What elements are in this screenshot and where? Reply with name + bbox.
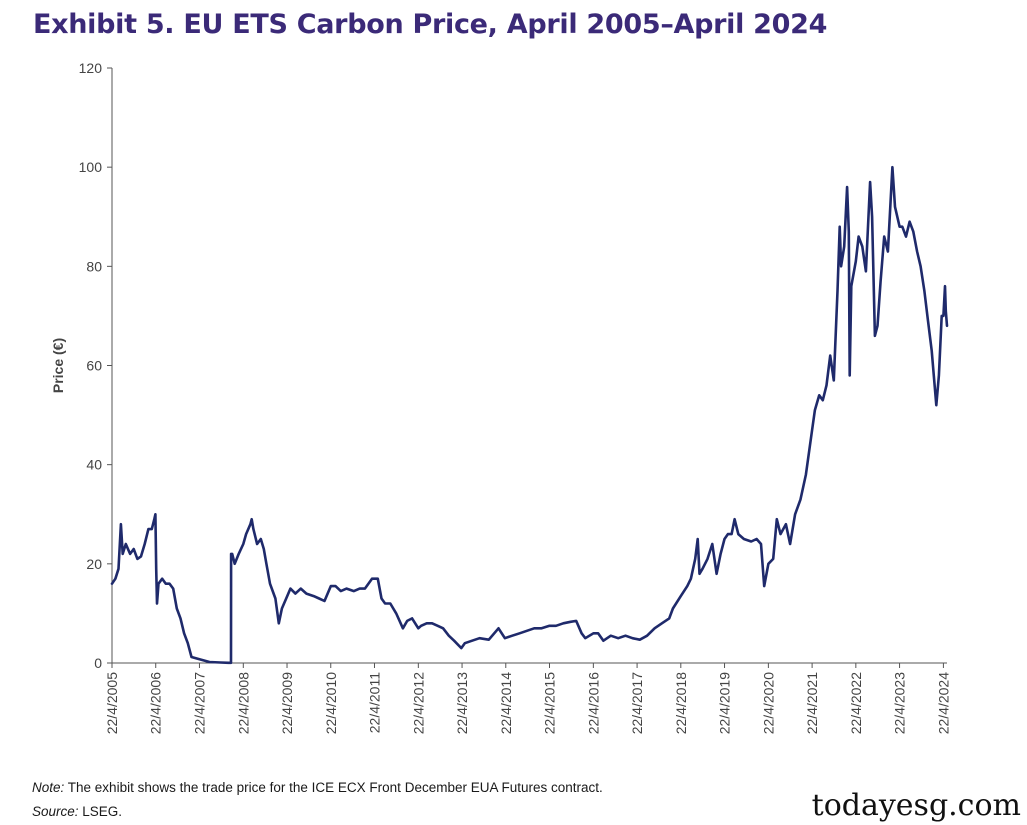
x-tick-label: 22/4/2022: [848, 672, 864, 734]
x-tick-label: 22/4/2015: [542, 672, 558, 734]
note-text: The exhibit shows the trade price for th…: [64, 780, 603, 795]
note-label: Note:: [32, 780, 65, 795]
x-tick-labels: 22/4/2005 22/4/2006 22/4/2007 22/4/2008 22/4…: [104, 672, 951, 735]
x-tick-label: 22/4/2009: [279, 672, 295, 734]
chart-source: Source: LSEG.: [32, 804, 122, 819]
y-axis-label: Price (€): [50, 338, 66, 393]
y-tick-label: 80: [86, 258, 102, 274]
chart-title: Exhibit 5. EU ETS Carbon Price, April 20…: [33, 9, 828, 40]
x-tick-label: 22/4/2007: [191, 672, 207, 734]
chart-axes: [107, 67, 947, 668]
source-text: LSEG.: [78, 804, 123, 819]
x-tick-label: 22/4/2017: [629, 672, 645, 734]
x-tick-label: 22/4/2018: [673, 672, 689, 734]
y-tick-label: 40: [86, 457, 102, 473]
x-tick-label: 22/4/2013: [454, 672, 470, 734]
y-tick-label: 60: [86, 358, 102, 374]
y-tick-label: 20: [86, 556, 102, 572]
chart-note: Note: The exhibit shows the trade price …: [32, 780, 603, 795]
y-tick-label: 0: [94, 655, 102, 671]
x-tick-label: 22/4/2006: [148, 672, 164, 734]
x-tick-label: 22/4/2010: [323, 672, 339, 734]
x-tick-label: 22/4/2023: [892, 672, 908, 734]
y-tick-label: 100: [79, 159, 103, 175]
y-tick-label: 120: [79, 60, 103, 76]
x-tick-label: 22/4/2005: [104, 672, 120, 734]
x-tick-label: 22/4/2014: [498, 672, 514, 734]
price-series-line: [110, 165, 949, 665]
x-tick-label: 22/4/2024: [935, 672, 951, 734]
source-label: Source:: [32, 804, 79, 819]
watermark-text: todayesg.com: [811, 788, 1021, 823]
x-tick-label: 22/4/2012: [410, 672, 426, 734]
x-tick-label: 22/4/2020: [760, 672, 776, 734]
x-tick-label: 22/4/2016: [585, 672, 601, 734]
x-tick-label: 22/4/2019: [717, 672, 733, 734]
y-tick-labels: 0 20 40 60 80 100 120: [79, 60, 103, 671]
x-tick-label: 22/4/2008: [235, 672, 251, 734]
x-tick-label: 22/4/2011: [366, 672, 382, 733]
x-tick-label: 22/4/2021: [804, 672, 820, 734]
